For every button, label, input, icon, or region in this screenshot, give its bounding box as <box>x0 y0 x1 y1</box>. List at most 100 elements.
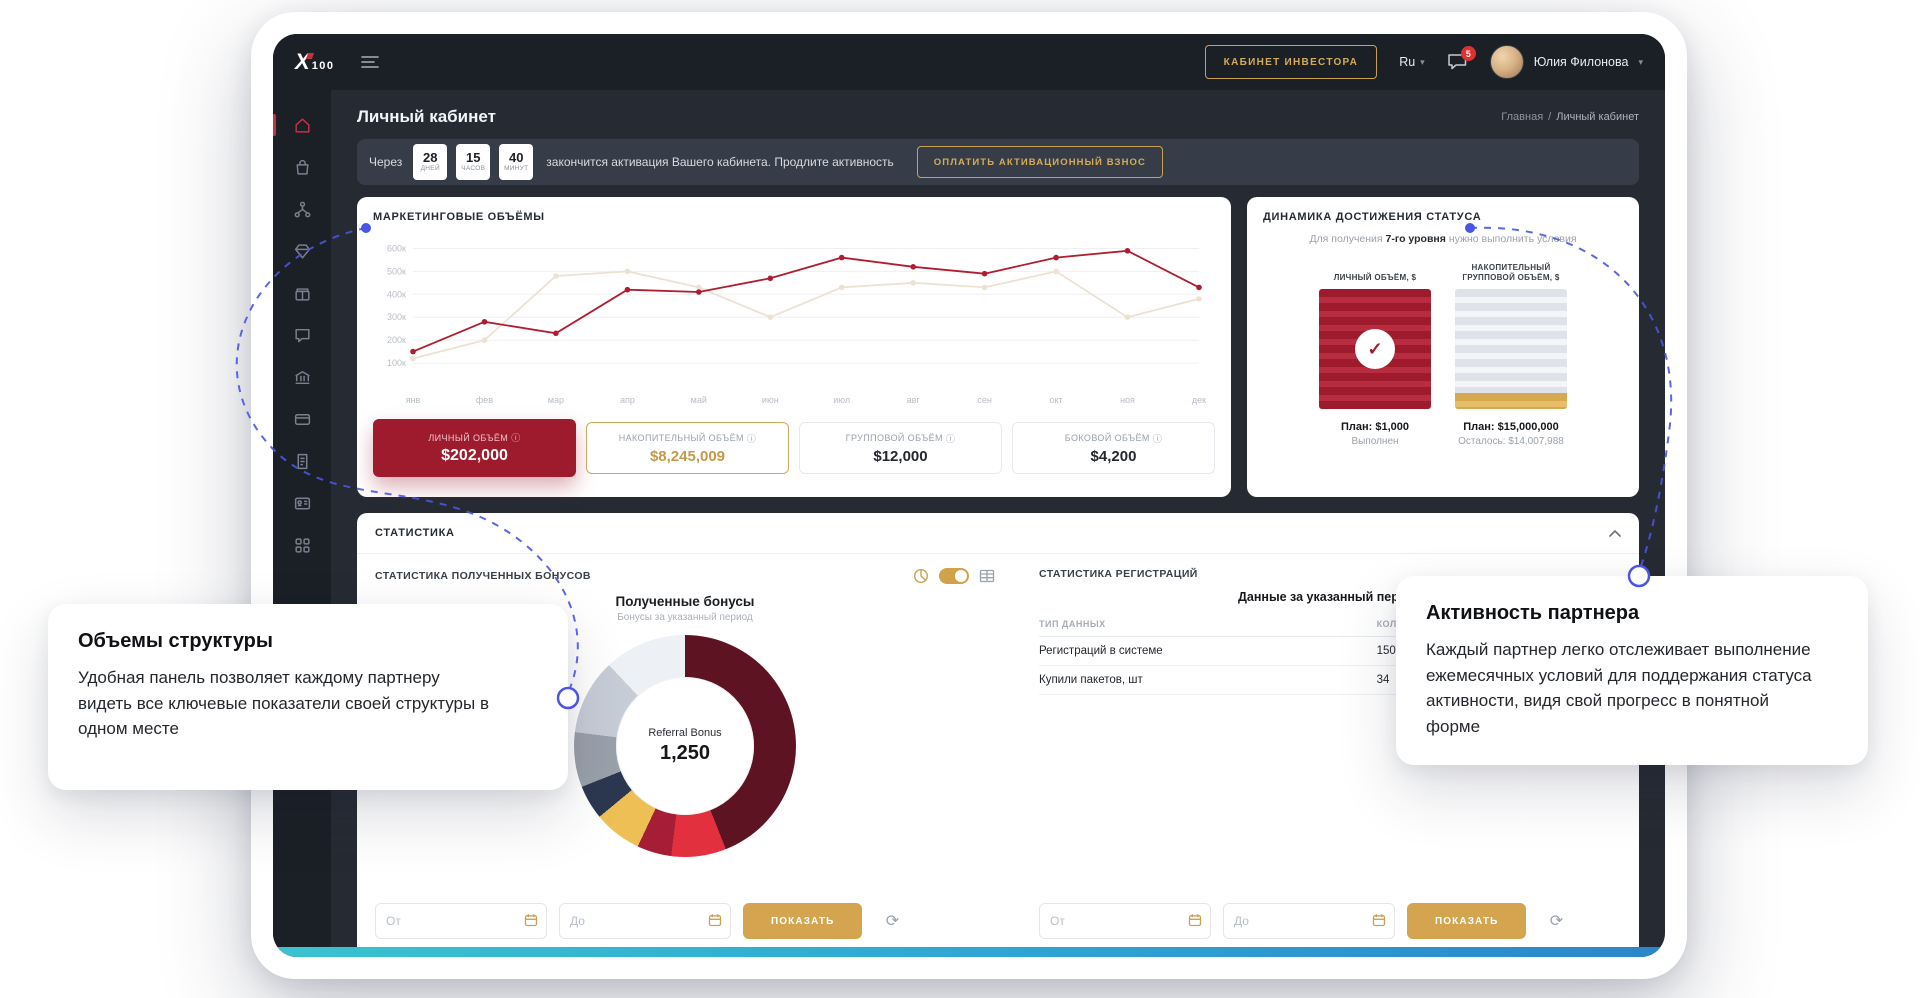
status-column-label: НАКОПИТЕЛЬНЫЙ ГРУППОВОЙ ОБЪЁМ, $ <box>1462 263 1560 282</box>
countdown-days-value: 28 <box>423 150 438 166</box>
alert-prefix: Через <box>369 155 403 169</box>
language-selector[interactable]: Ru ▾ <box>1399 55 1425 69</box>
bottom-accent-bar <box>273 947 1665 957</box>
shopping-bag-icon <box>295 159 309 175</box>
calendar-icon[interactable] <box>1188 913 1202 927</box>
countdown-minutes-unit: минут <box>504 165 529 173</box>
calendar-icon[interactable] <box>708 913 722 927</box>
language-label: Ru <box>1399 55 1416 69</box>
credit-card-icon <box>294 413 310 425</box>
svg-text:мар: мар <box>548 395 564 405</box>
date-to-input[interactable] <box>559 903 731 939</box>
status-subtitle-level: 7-го уровня <box>1385 233 1446 245</box>
svg-text:сен: сен <box>977 395 992 405</box>
stat-label: ГРУППОВОЙ ОБЪЁМ <box>845 433 943 443</box>
stat-label: ЛИЧНЫЙ ОБЪЁМ <box>428 432 509 443</box>
registrations-panel-title: СТАТИСТИКА РЕГИСТРАЦИЙ <box>1039 568 1198 580</box>
stat-tab-group-volume[interactable]: ГРУППОВОЙ ОБЪЁМ ⓘ $12,000 <box>799 422 1002 474</box>
navbar-right: КАБИНЕТ ИНВЕСТОРА Ru ▾ 5 Юлия Филонова ▾ <box>1204 45 1643 79</box>
sidebar-item-apps[interactable] <box>273 524 331 566</box>
info-icon[interactable]: ⓘ <box>1152 433 1163 444</box>
pie-chart-icon[interactable] <box>913 568 929 584</box>
calendar-icon[interactable] <box>1372 913 1386 927</box>
stat-value: $12,000 <box>873 447 928 465</box>
sidebar-item-finance[interactable] <box>273 356 331 398</box>
bonuses-panel-title: СТАТИСТИКА ПОЛУЧЕННЫХ БОНУСОВ <box>375 570 591 582</box>
plan-value: План: $15,000,000 <box>1463 421 1559 433</box>
countdown-hours-unit: часов <box>461 165 486 173</box>
svg-text:200к: 200к <box>387 335 406 345</box>
sidebar <box>273 90 331 957</box>
user-menu[interactable]: Юлия Филонова ▾ <box>1489 45 1643 79</box>
svg-text:500к: 500к <box>387 266 406 276</box>
info-icon[interactable]: ⓘ <box>746 433 757 444</box>
sidebar-item-profile[interactable] <box>273 482 331 524</box>
registrations-show-button[interactable]: ПОКАЗАТЬ <box>1407 903 1527 939</box>
stat-label: НАКОПИТЕЛЬНЫЙ ОБЪЁМ <box>618 433 744 443</box>
table-view-icon[interactable] <box>979 568 995 584</box>
status-dynamics-title: ДИНАМИКА ДОСТИЖЕНИЯ СТАТУСА <box>1263 211 1482 223</box>
stat-value: $4,200 <box>1090 447 1137 465</box>
bonuses-panel: СТАТИСТИКА ПОЛУЧЕННЫХ БОНУСОВ Полученные… <box>375 568 995 939</box>
date-to-input[interactable] <box>1223 903 1395 939</box>
marketing-volumes-title: МАРКЕТИНГОВЫЕ ОБЪЁМЫ <box>373 211 545 223</box>
info-icon[interactable]: ⓘ <box>945 433 956 444</box>
svg-text:янв: янв <box>406 395 421 405</box>
calendar-icon[interactable] <box>524 913 538 927</box>
page-title: Личный кабинет <box>357 107 496 126</box>
avatar <box>1489 45 1524 79</box>
chat-bubble-icon <box>294 328 310 342</box>
breadcrumb-home[interactable]: Главная <box>1501 111 1544 123</box>
bonuses-date-to <box>559 903 731 939</box>
check-icon: ✓ <box>1355 329 1395 369</box>
plan-status: Осталось: $14,007,988 <box>1458 436 1564 447</box>
logo[interactable]: X 100 <box>295 49 335 75</box>
status-dynamics-card: ДИНАМИКА ДОСТИЖЕНИЯ СТАТУСА Для получени… <box>1247 197 1639 497</box>
date-from-input[interactable] <box>1039 903 1211 939</box>
breadcrumb: Главная / Личный кабинет <box>1501 111 1639 123</box>
countdown-days-unit: дней <box>420 165 440 173</box>
stat-tab-side-volume[interactable]: БОКОВОЙ ОБЪЁМ ⓘ $4,200 <box>1012 422 1215 474</box>
hamburger-menu-icon[interactable] <box>360 56 379 68</box>
invoice-icon <box>297 453 307 469</box>
callout-partner-activity: Активность партнера Каждый партнер легко… <box>1396 576 1868 765</box>
investor-cabinet-button[interactable]: КАБИНЕТ ИНВЕСТОРА <box>1204 45 1378 79</box>
refresh-icon[interactable]: ⟳ <box>874 903 910 939</box>
svg-text:июн: июн <box>762 395 779 405</box>
main-content: Личный кабинет Главная / Личный кабинет … <box>331 90 1665 957</box>
sidebar-item-invoices[interactable] <box>273 440 331 482</box>
sidebar-item-partners[interactable] <box>273 230 331 272</box>
refresh-icon[interactable]: ⟳ <box>1538 903 1574 939</box>
pay-activation-button[interactable]: ОПЛАТИТЬ АКТИВАЦИОННЫЙ ВЗНОС <box>916 146 1163 178</box>
sidebar-item-structure[interactable] <box>273 188 331 230</box>
info-icon[interactable]: ⓘ <box>511 433 521 443</box>
status-subtitle-suffix: нужно выполнить условия <box>1448 233 1577 245</box>
sidebar-item-gifts[interactable] <box>273 272 331 314</box>
gem-icon <box>294 243 310 259</box>
sidebar-item-products[interactable] <box>273 146 331 188</box>
svg-text:май: май <box>691 395 707 405</box>
bonuses-show-button[interactable]: ПОКАЗАТЬ <box>743 903 863 939</box>
registrations-date-to <box>1223 903 1395 939</box>
chevron-down-icon: ▾ <box>1638 56 1643 67</box>
sidebar-item-cards[interactable] <box>273 398 331 440</box>
personal-volume-progress: ✓ <box>1319 289 1431 409</box>
countdown-minutes: 40 минут <box>499 144 534 180</box>
table-cell-type: Купили пакетов, шт <box>1039 665 1377 695</box>
sidebar-item-support[interactable] <box>273 314 331 356</box>
countdown-days: 28 дней <box>413 144 448 180</box>
progress-fill <box>1455 393 1567 409</box>
bonuses-date-from <box>375 903 547 939</box>
callout-text: Каждый партнер легко отслеживает выполне… <box>1426 640 1812 736</box>
stat-tab-accumulated-volume[interactable]: НАКОПИТЕЛЬНЫЙ ОБЪЁМ ⓘ $8,245,009 <box>586 422 789 474</box>
date-from-input[interactable] <box>375 903 547 939</box>
sidebar-item-home[interactable] <box>273 104 331 146</box>
apps-grid-icon <box>294 537 310 553</box>
callout-text: Удобная панель позволяет каждому партнер… <box>78 668 489 738</box>
chart-view-toggle[interactable] <box>939 568 969 584</box>
stat-tab-personal-volume[interactable]: ЛИЧНЫЙ ОБЪЁМ ⓘ $202,000 <box>373 419 576 477</box>
messages-button[interactable]: 5 <box>1447 46 1476 71</box>
chevron-up-icon[interactable] <box>1609 529 1621 537</box>
alert-text: закончится активация Вашего кабинета. Пр… <box>546 155 894 169</box>
